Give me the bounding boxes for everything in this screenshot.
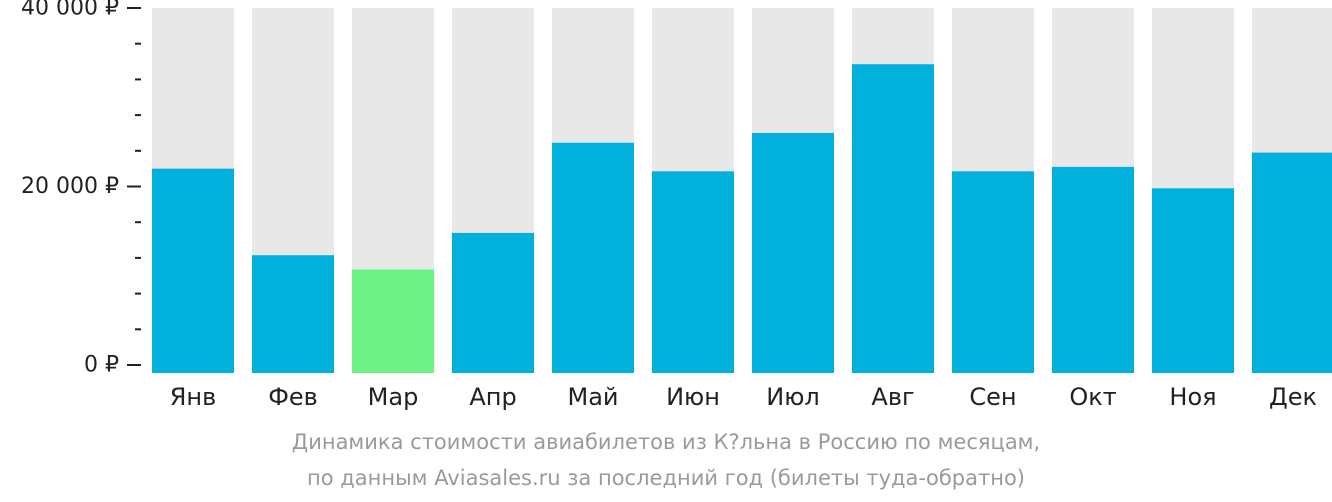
y-tick-label: 20 000 ₽ bbox=[21, 174, 119, 199]
x-tick-label: Мар bbox=[368, 383, 419, 411]
bar-11[interactable] bbox=[1152, 188, 1234, 373]
x-tick-label: Окт bbox=[1069, 383, 1116, 411]
y-tick-label: 0 ₽ bbox=[84, 353, 119, 378]
bar-8[interactable] bbox=[852, 64, 934, 373]
bar-4[interactable] bbox=[452, 232, 534, 373]
x-tick-label: Июл bbox=[766, 383, 820, 411]
bar-5[interactable] bbox=[552, 142, 634, 373]
bar-3[interactable] bbox=[352, 269, 434, 373]
bar-7[interactable] bbox=[752, 132, 834, 373]
x-tick-label: Сен bbox=[969, 383, 1016, 411]
bar-9[interactable] bbox=[952, 171, 1034, 373]
bars-group bbox=[152, 8, 1332, 373]
bar-2[interactable] bbox=[252, 255, 334, 373]
y-tick-label: 40 000 ₽ bbox=[21, 0, 119, 21]
x-axis-labels: Янв Фев Мар Апр Май Июн Июл Авг Сен Окт Ноя Дек bbox=[170, 383, 1317, 411]
x-tick-label: Дек bbox=[1269, 383, 1317, 411]
x-tick-label: Июн bbox=[666, 383, 720, 411]
bar-1[interactable] bbox=[152, 168, 234, 373]
chart-caption-line-1: Динамика стоимости авиабилетов из К?льна… bbox=[291, 430, 1041, 454]
x-tick-label: Фев bbox=[268, 383, 318, 411]
x-tick-label: Ноя bbox=[1169, 383, 1216, 411]
x-tick-label: Авг bbox=[871, 383, 914, 411]
bar-10[interactable] bbox=[1052, 166, 1134, 373]
x-tick-label: Апр bbox=[469, 383, 516, 411]
chart-caption-line-2: по данным Aviasales.ru за последний год … bbox=[307, 466, 1025, 490]
price-bar-chart: 0 ₽ 20 000 ₽ 40 000 ₽ Янв Фев Мар Апр Май Июн Ию… bbox=[21, 0, 1332, 411]
x-tick-label: Янв bbox=[170, 383, 217, 411]
bar-12[interactable] bbox=[1252, 152, 1332, 373]
y-axis: 0 ₽ 20 000 ₽ 40 000 ₽ bbox=[21, 0, 141, 378]
bar-6[interactable] bbox=[652, 171, 734, 373]
x-tick-label: Май bbox=[567, 383, 618, 411]
